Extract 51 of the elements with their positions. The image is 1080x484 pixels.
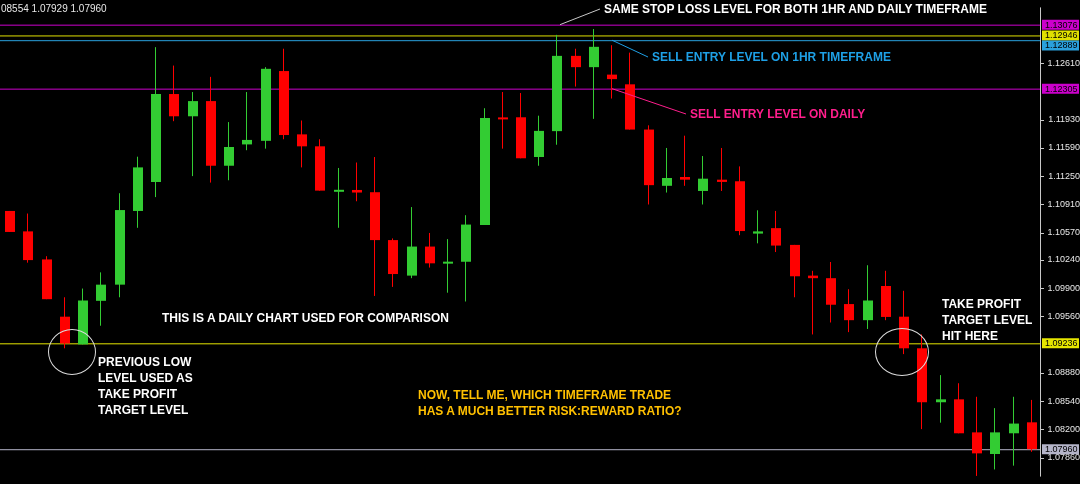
y-tick-label: 1.08880 <box>1047 367 1080 378</box>
annotation: SAME STOP LOSS LEVEL FOR BOTH 1HR AND DAILY TIMEFRAME <box>604 1 988 17</box>
y-tick-label: 1.12610 <box>1047 57 1080 68</box>
ref-line-label: 1.09236 <box>1045 338 1078 349</box>
ref-line-label: 1.12889 <box>1045 40 1078 51</box>
candlestick <box>936 374 946 424</box>
annotation: NOW, TELL ME, WHICH TIMEFRAME TRADE HAS A MUCH BETTER RISK:REWARD RATIO? <box>418 387 683 419</box>
y-tick-label: 1.07860 <box>1047 452 1080 462</box>
candlestick <box>771 210 781 253</box>
y-tick-label: 1.11930 <box>1048 114 1080 125</box>
y-tick-label: 1.10240 <box>1047 254 1080 265</box>
y-tick-label: 1.09900 <box>1047 282 1080 293</box>
candlestick <box>844 288 854 333</box>
ref-line-label: 1.12946 <box>1045 30 1078 41</box>
annotation: TAKE PROFIT TARGET LEVEL HIT HERE <box>942 296 1034 344</box>
candlestick <box>352 162 362 202</box>
candlestick <box>589 28 599 120</box>
candlestick <box>297 120 307 168</box>
ref-line-label: 1.12305 <box>1045 83 1078 94</box>
candlestick <box>972 396 982 477</box>
candlestick <box>717 147 727 192</box>
candlestick <box>698 155 708 205</box>
y-tick-label: 1.08200 <box>1047 423 1080 434</box>
y-tick-label: 1.09560 <box>1047 310 1080 321</box>
candlestick <box>1009 396 1019 467</box>
candlestick <box>188 91 198 177</box>
annotation: SELL ENTRY LEVEL ON 1HR TIMEFRAME <box>652 49 892 65</box>
candlestick <box>571 48 581 88</box>
candlestick <box>169 65 179 122</box>
ref-line-label: 1.13076 <box>1045 19 1078 30</box>
candlestick <box>224 121 234 181</box>
candlestick <box>96 271 106 327</box>
y-tick-label: 1.08540 <box>1047 395 1080 406</box>
annotation: 08554 1.07929 1.07960 <box>1 2 108 16</box>
y-tick-label: 1.11590 <box>1048 142 1080 153</box>
candlestick <box>990 407 1000 470</box>
y-tick-label: 1.10570 <box>1047 227 1080 238</box>
candlestick <box>680 135 690 187</box>
ref-line-label: 1.07960 <box>1045 444 1078 455</box>
y-tick-label: 1.10910 <box>1047 198 1080 209</box>
candlestick <box>425 232 435 269</box>
candlestick <box>443 238 453 294</box>
candlestick <box>863 264 873 330</box>
annotation: THIS IS A DAILY CHART USED FOR COMPARISON <box>162 310 450 326</box>
candlestick <box>753 209 763 244</box>
candlestick <box>498 91 508 150</box>
candlestick <box>662 147 672 194</box>
annotation: SELL ENTRY LEVEL ON DAILY <box>690 106 867 122</box>
annotation: PREVIOUS LOW LEVEL USED AS TAKE PROFIT TARGET LEVEL <box>98 354 194 418</box>
candlestick <box>334 167 344 229</box>
y-tick-label: 1.11250 <box>1048 170 1080 181</box>
